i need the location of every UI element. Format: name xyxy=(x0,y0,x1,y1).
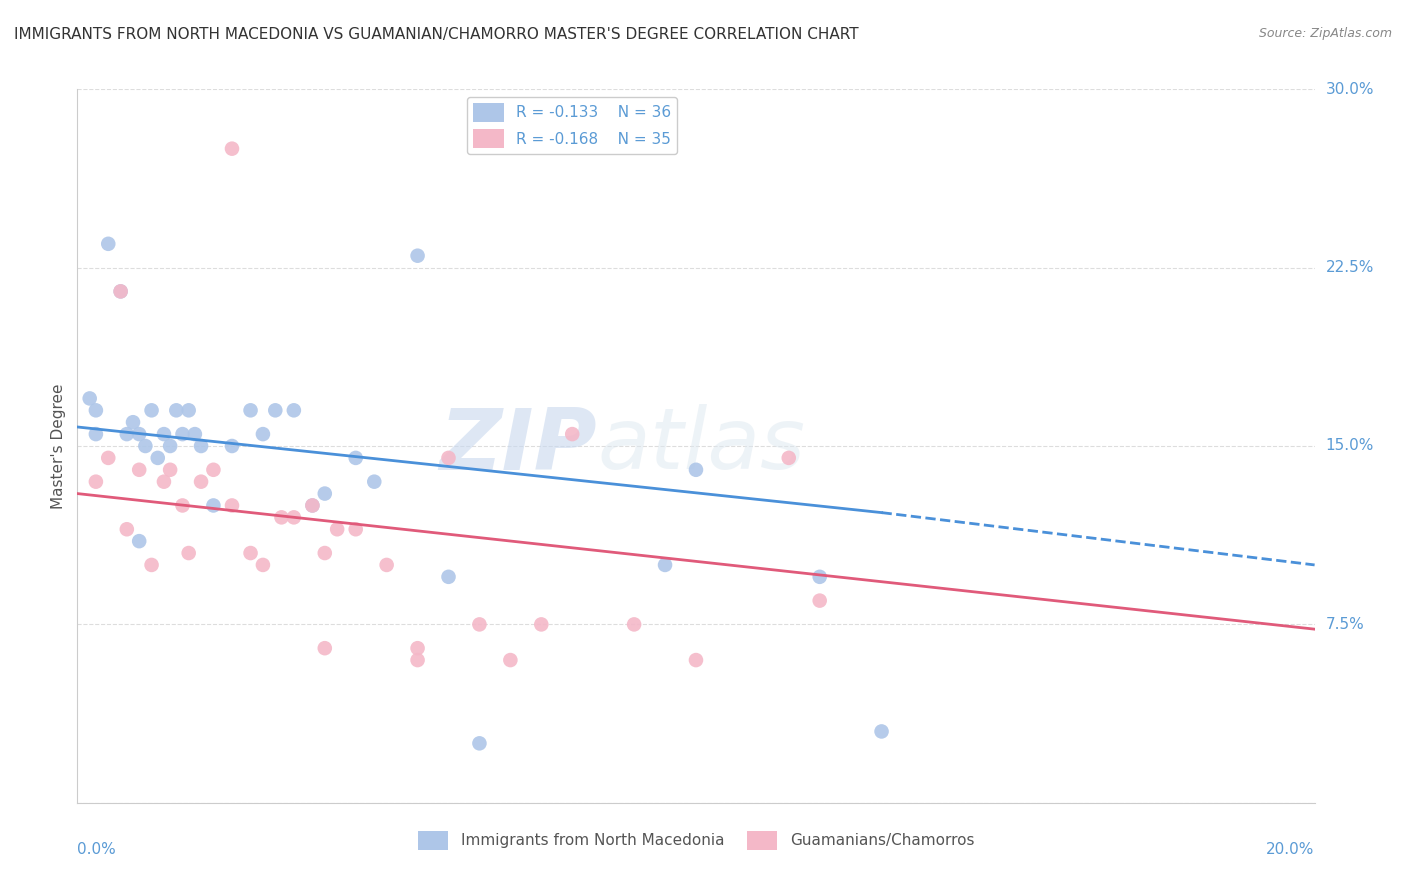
Text: 30.0%: 30.0% xyxy=(1326,82,1374,96)
Point xyxy=(808,593,831,607)
Text: ZIP: ZIP xyxy=(439,404,598,488)
Point xyxy=(406,653,429,667)
Point xyxy=(165,403,187,417)
Point xyxy=(437,570,460,584)
Point xyxy=(128,463,150,477)
Point xyxy=(252,427,274,442)
Text: atlas: atlas xyxy=(598,404,806,488)
Point xyxy=(870,724,893,739)
Point xyxy=(141,558,163,572)
Point xyxy=(177,546,200,560)
Point xyxy=(623,617,645,632)
Point xyxy=(115,522,138,536)
Point xyxy=(314,486,336,500)
Point xyxy=(110,285,132,299)
Point xyxy=(283,510,305,524)
Point xyxy=(79,392,101,406)
Point xyxy=(270,510,292,524)
Point xyxy=(159,439,181,453)
Point xyxy=(375,558,398,572)
Point xyxy=(97,236,120,251)
Point xyxy=(190,439,212,453)
Point xyxy=(778,450,800,465)
Point xyxy=(84,403,107,417)
Point xyxy=(184,427,207,442)
Text: 0.0%: 0.0% xyxy=(77,842,117,857)
Point xyxy=(172,427,194,442)
Point xyxy=(190,475,212,489)
Point xyxy=(808,570,831,584)
Point xyxy=(110,285,132,299)
Point xyxy=(134,439,156,453)
Point xyxy=(159,463,181,477)
Point xyxy=(84,427,107,442)
Point xyxy=(654,558,676,572)
Point xyxy=(239,546,262,560)
Point xyxy=(301,499,323,513)
Point xyxy=(202,463,225,477)
Point xyxy=(221,439,243,453)
Text: 20.0%: 20.0% xyxy=(1267,842,1315,857)
Point xyxy=(344,450,367,465)
Text: 22.5%: 22.5% xyxy=(1326,260,1374,275)
Point xyxy=(172,499,194,513)
Point xyxy=(301,499,323,513)
Point xyxy=(468,617,491,632)
Text: Source: ZipAtlas.com: Source: ZipAtlas.com xyxy=(1258,27,1392,40)
Point xyxy=(97,450,120,465)
Point xyxy=(685,653,707,667)
Point xyxy=(153,475,176,489)
Y-axis label: Master's Degree: Master's Degree xyxy=(51,384,66,508)
Point xyxy=(561,427,583,442)
Point xyxy=(363,475,385,489)
Point xyxy=(406,641,429,656)
Point xyxy=(344,522,367,536)
Point xyxy=(314,641,336,656)
Point xyxy=(283,403,305,417)
Point xyxy=(239,403,262,417)
Point xyxy=(264,403,287,417)
Point xyxy=(326,522,349,536)
Point xyxy=(122,415,145,429)
Point xyxy=(84,475,107,489)
Point xyxy=(437,450,460,465)
Text: 7.5%: 7.5% xyxy=(1326,617,1364,632)
Point xyxy=(141,403,163,417)
Point xyxy=(252,558,274,572)
Point xyxy=(406,249,429,263)
Text: 15.0%: 15.0% xyxy=(1326,439,1374,453)
Point xyxy=(128,534,150,549)
Point xyxy=(202,499,225,513)
Point xyxy=(499,653,522,667)
Point xyxy=(146,450,169,465)
Legend: Immigrants from North Macedonia, Guamanians/Chamorros: Immigrants from North Macedonia, Guamani… xyxy=(412,825,980,855)
Point xyxy=(177,403,200,417)
Point xyxy=(153,427,176,442)
Point xyxy=(314,546,336,560)
Point xyxy=(128,427,150,442)
Point xyxy=(115,427,138,442)
Point xyxy=(685,463,707,477)
Point xyxy=(221,142,243,156)
Point xyxy=(221,499,243,513)
Point xyxy=(530,617,553,632)
Point xyxy=(468,736,491,750)
Text: IMMIGRANTS FROM NORTH MACEDONIA VS GUAMANIAN/CHAMORRO MASTER'S DEGREE CORRELATIO: IMMIGRANTS FROM NORTH MACEDONIA VS GUAMA… xyxy=(14,27,859,42)
